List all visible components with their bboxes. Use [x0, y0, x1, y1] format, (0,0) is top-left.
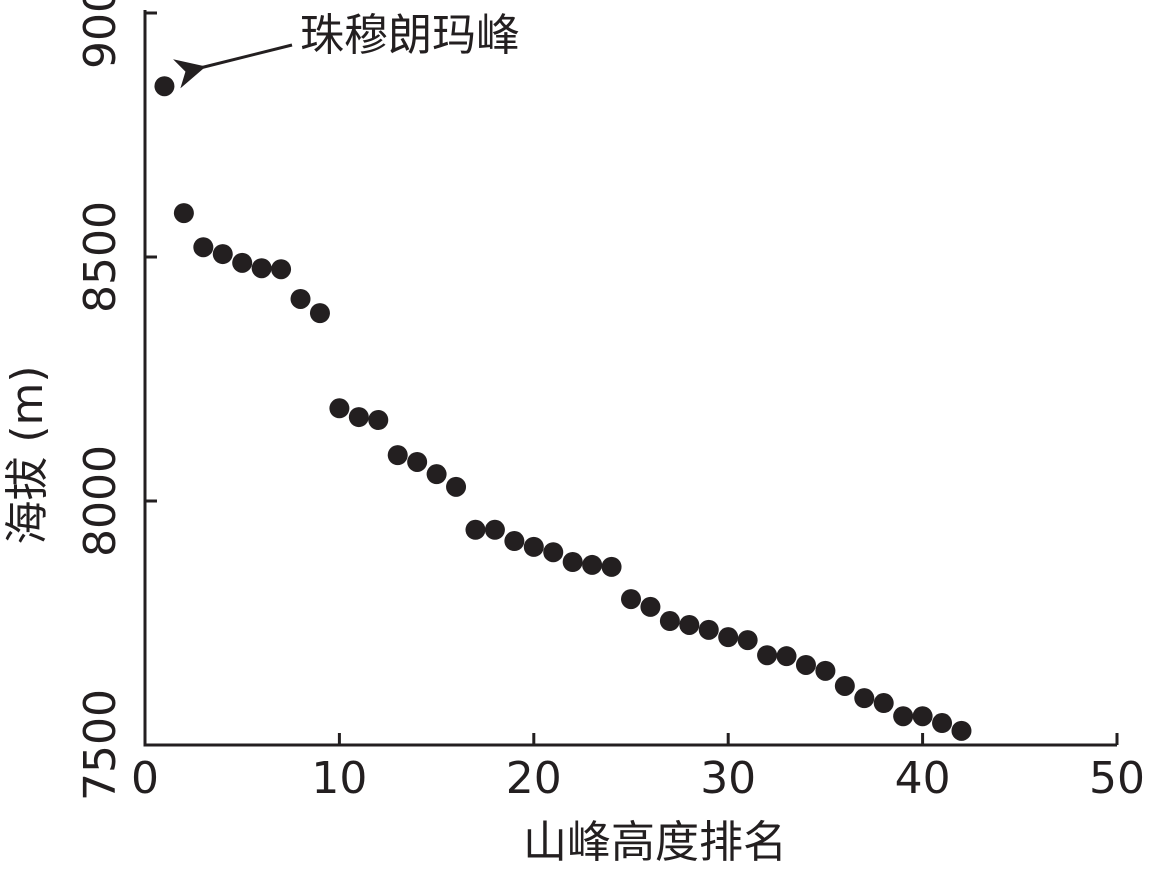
point — [640, 596, 661, 617]
point — [426, 464, 447, 485]
point — [193, 237, 214, 258]
point — [523, 536, 544, 557]
point — [309, 303, 330, 324]
x-tick-label: 40 — [895, 753, 951, 804]
point — [679, 614, 700, 635]
point — [387, 445, 408, 466]
x-tick-label: 30 — [700, 753, 756, 804]
x-tick-label: 10 — [311, 753, 367, 804]
axes — [143, 10, 1117, 747]
x-tick-label: 50 — [1089, 753, 1145, 804]
point — [698, 619, 719, 640]
point — [873, 693, 894, 714]
y-tick-label: 9000 — [75, 0, 126, 69]
point — [795, 654, 816, 675]
point — [504, 531, 525, 552]
point — [329, 398, 350, 419]
point — [621, 589, 641, 610]
x-axis-title: 山峰高度排名 — [523, 817, 787, 868]
point — [854, 688, 875, 709]
point — [562, 552, 583, 572]
point — [932, 713, 953, 734]
x-tick-label: 0 — [131, 753, 159, 804]
point — [757, 645, 778, 666]
point — [737, 630, 758, 651]
annotation-arrow — [173, 43, 293, 89]
point — [951, 720, 972, 741]
point — [659, 611, 680, 632]
y-tick-label: 7500 — [75, 689, 126, 801]
point — [484, 519, 505, 540]
point — [271, 259, 292, 280]
y-tick-label: 8000 — [75, 445, 126, 557]
point — [212, 244, 233, 265]
annotation: 珠穆朗玛峰 — [300, 10, 520, 61]
y-axis-title: 海拔 (m) — [2, 365, 53, 544]
point — [718, 627, 739, 648]
point — [893, 706, 914, 727]
point — [912, 706, 933, 727]
point — [348, 407, 369, 428]
point — [251, 258, 272, 279]
point — [368, 409, 389, 430]
point — [290, 288, 311, 309]
point — [582, 554, 603, 575]
point — [815, 660, 836, 681]
point — [407, 451, 428, 472]
point — [154, 76, 175, 97]
point — [543, 542, 564, 563]
point — [465, 519, 486, 540]
point — [601, 556, 622, 577]
point — [173, 203, 194, 224]
x-tick-label: 20 — [506, 753, 562, 804]
point — [834, 675, 855, 696]
point — [232, 252, 253, 273]
point — [446, 476, 467, 497]
point — [776, 646, 797, 667]
y-tick-label: 8500 — [75, 201, 126, 313]
